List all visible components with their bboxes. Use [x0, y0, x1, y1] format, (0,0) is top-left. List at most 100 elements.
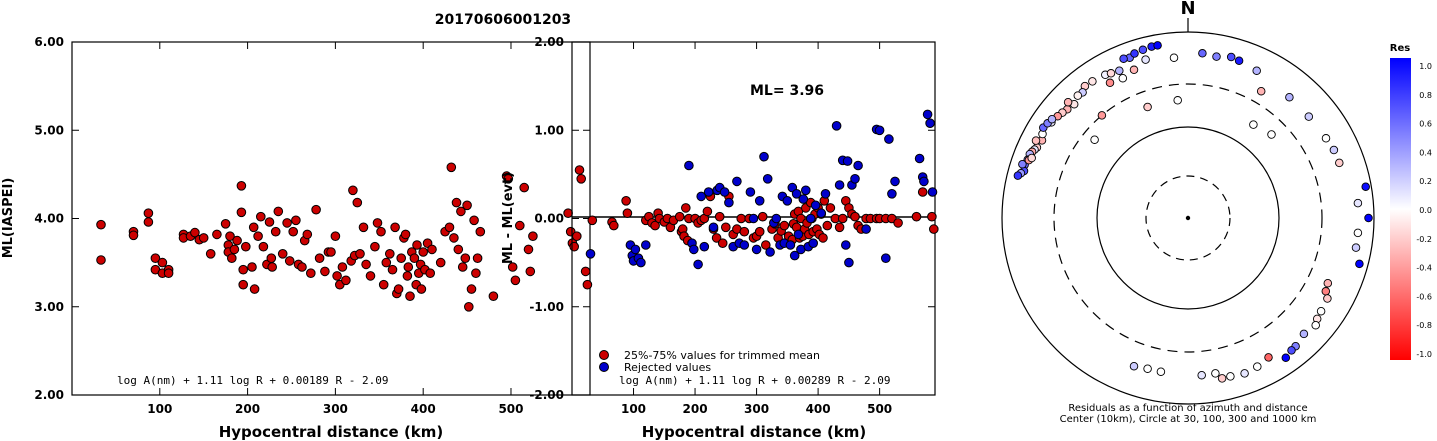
station-point [1267, 130, 1276, 139]
data-point [387, 264, 398, 275]
data-point [525, 266, 536, 277]
station-point [1115, 66, 1124, 75]
station-point [1138, 45, 1148, 55]
data-point [751, 244, 762, 255]
ml-value-label: ML= 3.96 [750, 83, 824, 99]
data-point [650, 220, 660, 231]
data-point [841, 240, 851, 250]
data-point [475, 226, 486, 237]
station-point [1329, 145, 1339, 155]
x-tick-label: 200 [683, 402, 708, 416]
data-point [917, 187, 928, 197]
data-point [696, 191, 707, 202]
colorbar-tick-label: -1.0 [1416, 350, 1432, 359]
data-point [808, 238, 819, 248]
data-point [332, 271, 342, 281]
data-point [793, 229, 804, 240]
data-point [721, 222, 731, 233]
data-point [510, 275, 521, 286]
data-point [587, 215, 598, 226]
data-point [157, 257, 168, 268]
x-tick-label: 300 [323, 402, 348, 416]
data-point [326, 247, 336, 257]
station-point [1234, 56, 1244, 65]
station-point [1353, 198, 1363, 208]
colorbar-tick-label: 0.4 [1419, 148, 1432, 157]
data-point [515, 220, 525, 231]
y-axis-label: ML - ML(evt) [501, 172, 516, 264]
data-point [572, 231, 582, 241]
data-point [409, 253, 420, 264]
station-point [1226, 372, 1235, 381]
data-point [456, 206, 466, 217]
north-label: N [1180, 0, 1195, 19]
ring-300km [1053, 83, 1323, 353]
station-point [1316, 306, 1326, 316]
x-tick-label: 400 [806, 402, 831, 416]
data-point [337, 262, 348, 272]
data-point [330, 231, 341, 241]
data-point [622, 208, 633, 218]
colorbar-tick-label: -0.8 [1416, 321, 1432, 330]
station-point [1285, 92, 1294, 102]
data-point [765, 247, 775, 257]
data-point [227, 253, 237, 264]
data-point [306, 268, 316, 279]
ring-30km [1145, 175, 1231, 261]
data-point [273, 206, 284, 217]
data-point [396, 253, 407, 264]
data-point [143, 217, 154, 227]
data-point [816, 208, 827, 218]
station-point [1169, 53, 1179, 62]
data-point [893, 218, 903, 228]
data-point [225, 231, 235, 241]
station-point [1090, 135, 1099, 144]
data-point [402, 271, 413, 281]
ring-outer [1001, 31, 1375, 405]
data-point [361, 259, 371, 270]
data-point [393, 284, 404, 294]
data-point [825, 203, 836, 213]
data-point [229, 244, 240, 255]
data-point [236, 207, 247, 218]
data-point [798, 194, 809, 204]
station-point [1073, 91, 1083, 100]
data-point [314, 253, 325, 264]
station-point [1226, 52, 1236, 62]
data-point [241, 241, 251, 252]
residual-vs-distance-chart: ML - ML(evt) Hypocentral distance (km) M… [501, 35, 939, 441]
data-point [451, 197, 462, 208]
station-point [1031, 136, 1041, 145]
data-point [282, 218, 292, 228]
data-point [96, 255, 106, 265]
data-point [472, 253, 483, 264]
station-point [1256, 86, 1266, 96]
data-point [519, 182, 530, 193]
magnitude-vs-distance-chart: ML(IASPEI) Hypocentral distance (km) log… [1, 35, 593, 441]
legend-marker-trimmed [599, 350, 609, 360]
y-tick-label: -2.00 [529, 388, 564, 402]
station-point [1129, 361, 1139, 371]
station-point [1321, 287, 1331, 296]
data-point [507, 262, 518, 272]
station-point [1013, 171, 1023, 180]
data-point [232, 235, 242, 246]
data-point [580, 266, 591, 277]
data-point [818, 233, 828, 243]
data-point [253, 231, 263, 241]
data-point [403, 262, 414, 272]
station-point [1353, 228, 1363, 238]
x-tick-label: 500 [867, 402, 892, 416]
station-point [1287, 346, 1296, 355]
station-point [1361, 182, 1370, 191]
caption-line-1: Residuals as a function of azimuth and d… [1068, 403, 1307, 414]
data-point [288, 226, 299, 237]
data-point [719, 187, 730, 197]
station-point [1335, 158, 1344, 168]
data-point [693, 259, 703, 270]
data-point [418, 247, 429, 257]
x-tick-label: 500 [498, 402, 523, 416]
station-point [1143, 364, 1152, 373]
station-point [1253, 362, 1262, 371]
